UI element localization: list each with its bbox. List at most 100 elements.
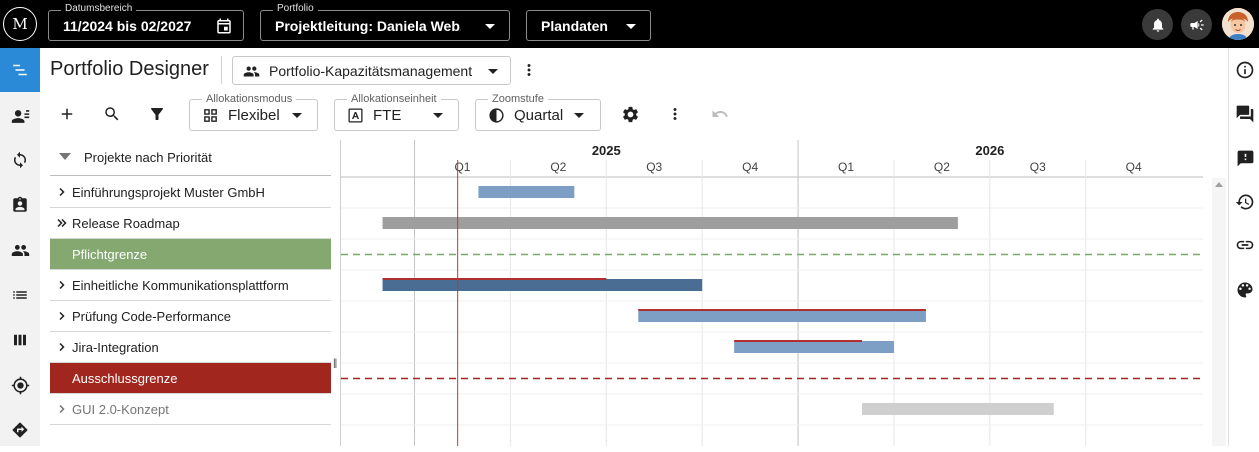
gantt-chart: Q1 Q2 Q3 Q4 Q1 Q2 Q3 Q4 2025 2026 (340, 140, 1203, 446)
project-row[interactable]: Einheitliche Kommunikationsplattform (50, 270, 331, 301)
limit-row[interactable]: Ausschlussgrenze (50, 363, 331, 394)
gantt-bar (638, 310, 926, 322)
nav-list[interactable] (0, 273, 40, 317)
palette-icon (1237, 282, 1253, 298)
search-icon (105, 107, 119, 121)
bell-icon (1152, 18, 1163, 32)
allocation-mode-value: Flexibel (228, 107, 280, 124)
feedback-button[interactable] (1234, 147, 1256, 169)
row-label: GUI 2.0-Konzept (72, 402, 169, 417)
project-list-header[interactable]: Projekte nach Priorität (50, 140, 331, 176)
text-box-icon (348, 108, 363, 123)
limit-row[interactable]: Pflichtgrenze (50, 239, 331, 270)
collapse-triangle-icon (59, 153, 71, 160)
allocation-unit-value: FTE (373, 107, 402, 124)
gantt-bar (478, 186, 575, 198)
allocation-unit-select[interactable]: Allokationseinheit FTE (334, 93, 459, 131)
chevron-down-icon (433, 113, 443, 118)
comments-button[interactable] (1234, 103, 1256, 125)
user-avatar[interactable] (1222, 8, 1254, 40)
nav-cycle[interactable] (0, 138, 40, 182)
filter-icon (151, 108, 163, 120)
project-row[interactable]: GUI 2.0-Konzept (50, 394, 331, 425)
right-tool-rail (1228, 48, 1259, 446)
info-icon (1236, 61, 1254, 79)
chevron-right-icon[interactable] (57, 280, 67, 290)
zoom-value: Quartal (514, 107, 564, 124)
chevron-down-icon (485, 24, 495, 29)
row-label: Einführungsprojekt Muster GmbH (72, 185, 265, 200)
chevron-right-icon[interactable] (57, 311, 67, 321)
quarter-label: Q4 (1126, 160, 1142, 174)
badge-icon (13, 196, 27, 212)
gantt-bar (734, 341, 894, 353)
chevron-right-icon[interactable] (57, 342, 67, 352)
toolbar-more-button[interactable] (663, 102, 687, 126)
gear-icon (622, 106, 638, 122)
date-range-label: Datumsbereich (61, 3, 137, 15)
gantt-bar (382, 217, 958, 229)
quarter-label: Q3 (646, 160, 662, 174)
quarter-label: Q4 (742, 160, 758, 174)
project-row[interactable]: Jira-Integration (50, 332, 331, 363)
row-label: Release Roadmap (72, 216, 180, 231)
allocation-mode-select[interactable]: Allokationsmodus Flexibel (189, 93, 318, 131)
quarter-label: Q3 (1030, 160, 1046, 174)
splitter-handle[interactable]: || (333, 358, 337, 369)
nav-direction[interactable] (0, 408, 40, 452)
comments-icon (1236, 105, 1254, 123)
undo-button[interactable] (708, 102, 732, 126)
project-row[interactable]: Einführungsprojekt Muster GmbH (50, 177, 331, 208)
project-row[interactable]: Prüfung Code-Performance (50, 301, 331, 332)
timeline-icon (13, 64, 27, 76)
columns-icon (14, 334, 26, 346)
project-row[interactable]: Release Roadmap (50, 208, 331, 239)
nav-portfolio-designer[interactable] (0, 48, 40, 92)
date-range-value: 11/2024 bis 02/2027 (63, 17, 192, 34)
date-range-field[interactable]: Datumsbereich 11/2024 bis 02/2027 (48, 3, 244, 41)
vertical-scrollbar[interactable] (1212, 178, 1226, 446)
filter-button[interactable] (145, 102, 169, 126)
history-icon (1235, 194, 1254, 210)
year-label: 2025 (592, 143, 621, 158)
zoom-label: Zoomstufe (488, 93, 548, 105)
title-divider (221, 56, 222, 84)
grid-icon (204, 109, 217, 122)
view-select[interactable]: Portfolio-Kapazitätsmanagement (232, 56, 511, 85)
history-button[interactable] (1234, 191, 1256, 213)
plandata-select[interactable]: Plandaten (526, 10, 651, 41)
nav-teams[interactable] (0, 228, 40, 272)
more-options-button[interactable] (520, 59, 538, 81)
nav-resources[interactable] (0, 94, 40, 138)
undo-icon (712, 110, 728, 117)
settings-button[interactable] (618, 102, 642, 126)
chevron-down-icon (488, 69, 498, 74)
announcements-button[interactable] (1181, 9, 1212, 40)
nav-goals[interactable] (0, 363, 40, 407)
scroll-up-arrow-icon[interactable] (1215, 182, 1223, 187)
more-vert-icon (673, 108, 677, 120)
double-chevron-right-icon[interactable] (57, 218, 67, 228)
add-button[interactable] (55, 102, 79, 126)
theme-button[interactable] (1234, 279, 1256, 301)
left-nav-rail (0, 48, 40, 446)
link-icon (1236, 240, 1254, 250)
project-list-title: Projekte nach Priorität (84, 150, 212, 165)
app-logo[interactable]: M (3, 7, 37, 41)
search-button[interactable] (100, 102, 124, 126)
chevron-right-icon[interactable] (57, 187, 67, 197)
link-button[interactable] (1234, 234, 1256, 256)
nav-assignments[interactable] (0, 183, 40, 227)
user-list-icon (11, 109, 29, 123)
chevron-right-icon[interactable] (57, 404, 67, 414)
info-button[interactable] (1234, 59, 1256, 81)
list-icon (13, 291, 27, 299)
allocation-mode-label: Allokationsmodus (202, 93, 297, 105)
notifications-button[interactable] (1142, 9, 1173, 40)
zoom-select[interactable]: Zoomstufe Quartal (475, 93, 601, 131)
row-label: Pflichtgrenze (72, 247, 148, 262)
portfolio-label: Portfolio (273, 3, 318, 15)
portfolio-select[interactable]: Portfolio Projektleitung: Daniela Web... (260, 3, 510, 41)
nav-board[interactable] (0, 318, 40, 362)
more-vert-icon (527, 64, 531, 76)
